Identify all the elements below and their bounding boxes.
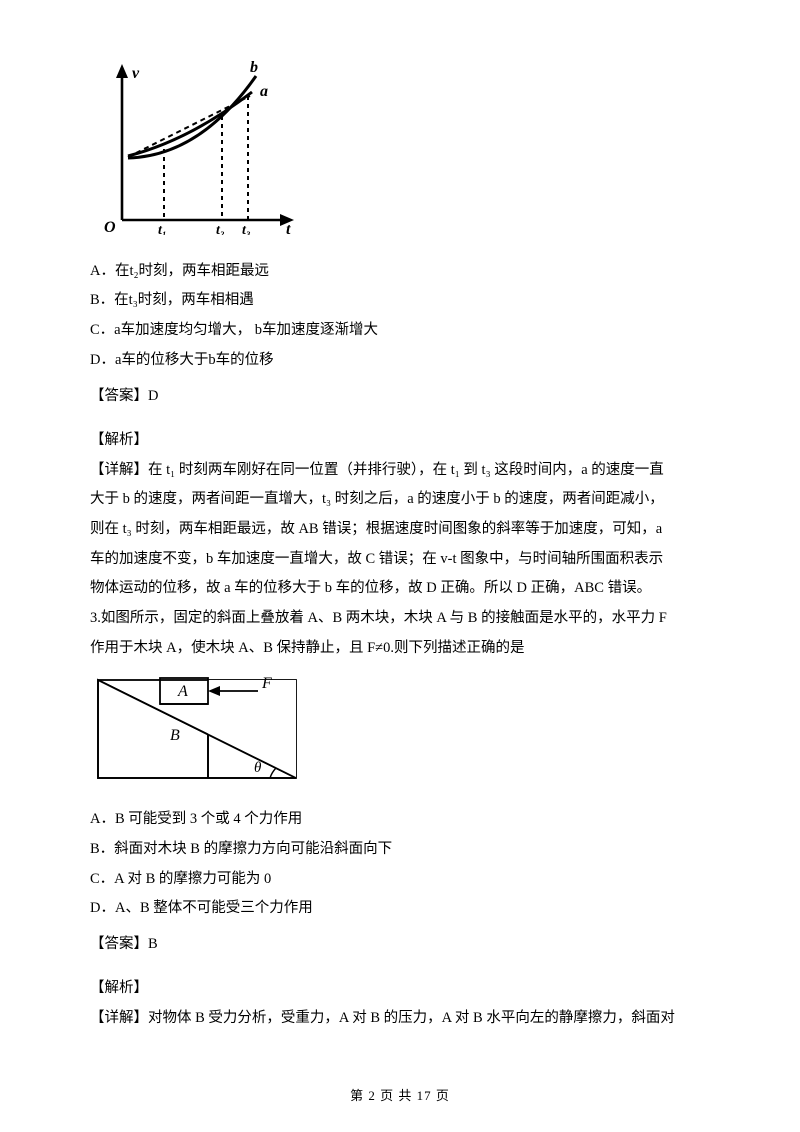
q2-option-a: A．在t₂时刻，两车相距最远 <box>90 257 710 287</box>
q3-option-d: D．A、B 整体不可能受三个力作用 <box>90 894 710 924</box>
svg-text:t: t <box>286 221 291 235</box>
q2-option-d: D．a车的位移大于b车的位移 <box>90 346 710 376</box>
q3-option-b: B．斜面对木块 B 的摩擦力方向可能沿斜面向下 <box>90 835 710 865</box>
svg-text:v: v <box>132 65 140 82</box>
q2-detail-2: 大于 b 的速度，两者间距一直增大，t₃ 时刻之后，a 的速度小于 b 的速度，… <box>90 485 710 515</box>
q3-stem-1: 3.如图所示，固定的斜面上叠放着 A、B 两木块，木块 A 与 B 的接触面是水… <box>90 604 710 634</box>
svg-text:A: A <box>177 683 188 700</box>
q3-analysis-label: 【解析】 <box>90 974 710 1004</box>
svg-text:t₃: t₃ <box>242 223 251 235</box>
q3-option-c: C．A 对 B 的摩擦力可能为 0 <box>90 865 710 895</box>
svg-text:t₂: t₂ <box>216 223 225 235</box>
q2-option-c: C．a车加速度均匀增大， b车加速度逐渐增大 <box>90 316 710 346</box>
page-footer: 第 2 页 共 17 页 <box>0 1083 800 1110</box>
q2-detail-3: 则在 t₃ 时刻，两车相距最远，故 AB 错误；根据速度时间图象的斜率等于加速度… <box>90 515 710 545</box>
q3-stem-2: 作用于木块 A，使木块 A、B 保持静止，且 F≠0.则下列描述正确的是 <box>90 634 710 664</box>
svg-text:a: a <box>260 83 268 100</box>
q3-detail-1: 【详解】对物体 B 受力分析，受重力，A 对 B 的压力，A 对 B 水平向左的… <box>90 1004 710 1034</box>
q2-detail-5: 物体运动的位移，故 a 车的位移大于 b 车的位移，故 D 正确。所以 D 正确… <box>90 574 710 604</box>
svg-text:B: B <box>170 727 180 744</box>
q2-detail-1: 【详解】在 t₁ 时刻两车刚好在同一位置（并排行驶），在 t₁ 到 t₃ 这段时… <box>90 456 710 486</box>
vt-graph: v t O t₁ t₂ t₃ a b <box>90 60 710 247</box>
q2-answer: 【答案】D <box>90 382 710 412</box>
q3-answer: 【答案】B <box>90 930 710 960</box>
q3-option-a: A．B 可能受到 3 个或 4 个力作用 <box>90 805 710 835</box>
svg-text:b: b <box>250 60 258 76</box>
svg-text:F: F <box>261 675 272 692</box>
svg-text:O: O <box>104 219 116 235</box>
incline-diagram: A B F θ <box>90 668 710 800</box>
q2-analysis-label: 【解析】 <box>90 426 710 456</box>
page: v t O t₁ t₂ t₃ a b A．在t₂时刻，两车相距最远 B．在t₃时… <box>0 0 800 1132</box>
svg-text:t₁: t₁ <box>158 223 167 235</box>
q2-detail-4: 车的加速度不变，b 车加速度一直增大，故 C 错误；在 v-t 图象中，与时间轴… <box>90 545 710 575</box>
q2-option-b: B．在t₃时刻，两车相相遇 <box>90 286 710 316</box>
svg-text:θ: θ <box>254 760 262 776</box>
